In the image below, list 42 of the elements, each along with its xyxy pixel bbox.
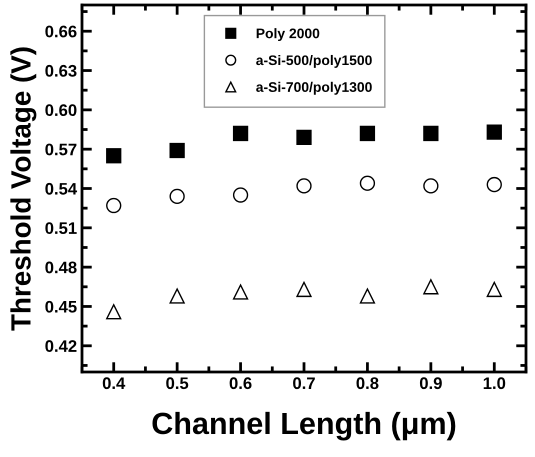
legend-label: Poly 2000: [256, 28, 320, 42]
y-tick-label: 0.66: [45, 26, 77, 38]
point: [170, 142, 185, 158]
point: [423, 178, 438, 194]
x-tick-label: 0.9: [420, 377, 442, 390]
y-axis-title: Threshold Voltage (V): [10, 47, 36, 331]
point: [106, 148, 122, 164]
point: [106, 304, 122, 320]
point: [170, 288, 185, 304]
point: [423, 279, 438, 294]
point: [486, 282, 502, 298]
x-tick-label: 0.4: [102, 377, 126, 390]
point: [423, 126, 438, 142]
point: [360, 176, 376, 191]
y-tick-label: 0.42: [45, 340, 76, 352]
x-tick-label: 0.6: [230, 377, 252, 390]
y-tick-label: 0.57: [45, 144, 76, 156]
point: [296, 282, 312, 298]
x-tick-label: 0.8: [356, 377, 379, 390]
legend-label: a-Si-700/poly1300: [256, 82, 372, 95]
point: [360, 126, 376, 142]
legend-label: a-Si-500/poly1500: [256, 54, 372, 68]
point: [232, 126, 248, 142]
y-tick-label: 0.60: [45, 104, 76, 116]
x-tick-label: 0.7: [293, 377, 315, 390]
x-axis-title: Channel Length (μm): [152, 412, 456, 440]
point: [232, 284, 248, 300]
point: [486, 176, 502, 192]
y-tick-label: 0.63: [45, 64, 77, 77]
x-tick-label: 1.0: [484, 377, 506, 390]
point: [296, 178, 312, 194]
point: [360, 288, 376, 304]
point: [232, 187, 248, 203]
point: [170, 188, 185, 204]
point: [296, 130, 312, 146]
y-tick-label: 0.48: [45, 262, 77, 274]
y-tick-label: 0.54: [45, 182, 78, 195]
y-tick-label: 0.45: [45, 300, 77, 313]
x-tick-label: 0.5: [166, 377, 188, 390]
point: [486, 124, 502, 140]
y-tick-label: 0.51: [45, 222, 77, 234]
point: [106, 198, 122, 214]
